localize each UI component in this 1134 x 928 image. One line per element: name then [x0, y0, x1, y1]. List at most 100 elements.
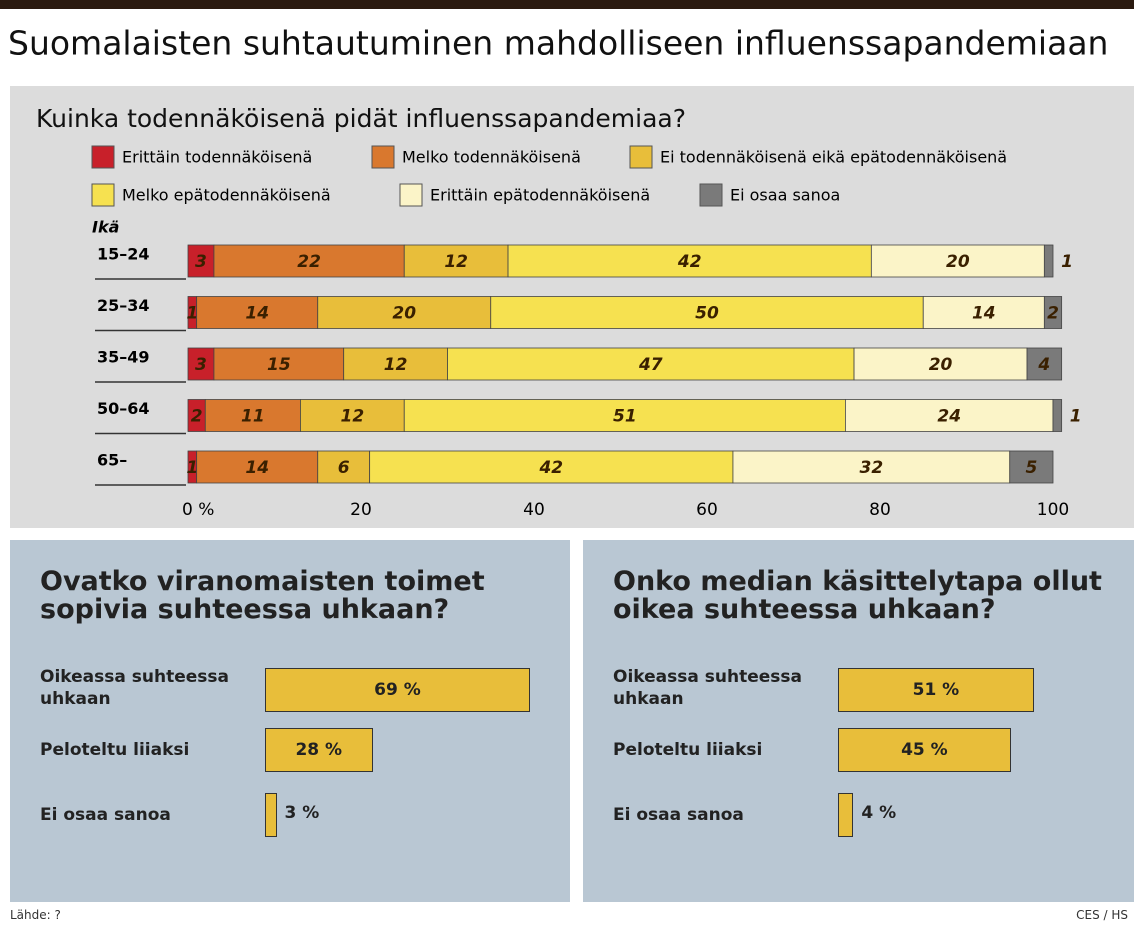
bar-segment: [447, 347, 855, 381]
value-label: 15: [267, 355, 291, 375]
value-label: 14: [972, 304, 996, 324]
x-tick-label: 80: [869, 500, 891, 520]
panel-title: Ovatko viranomaisten toimet sopivia suht…: [40, 566, 485, 625]
bar-segment: [1043, 296, 1063, 329]
x-tick-label: 40: [523, 500, 545, 520]
bar-segment: [507, 244, 872, 278]
bar-segment: [343, 347, 448, 381]
category-label: Oikeassa suhteessa uhkaan: [40, 667, 229, 709]
legend-swatch: [699, 183, 723, 207]
source: Lähde: ?: [10, 908, 61, 922]
chart-title: Kuinka todennäköisenä pidät influenssapa…: [36, 104, 686, 133]
value-label: 3: [195, 252, 207, 272]
bar-segment: [490, 296, 924, 329]
legend-label: Erittäin todennäköisenä: [122, 148, 312, 167]
legend-label: Ei osaa sanoa: [730, 186, 840, 205]
legend-swatch: [629, 145, 653, 169]
value-label: 5: [1025, 458, 1037, 478]
x-tick-label: 60: [696, 500, 718, 520]
value-label: 12: [384, 355, 408, 375]
bar-segment: [213, 347, 345, 381]
category-label: Peloteltu liiaksi: [613, 740, 763, 760]
panel-title: Onko median käsittelytapa ollut oikea su…: [613, 566, 1102, 625]
legend-label: Erittäin epätodennäköisenä: [430, 186, 650, 205]
value-label: 20: [946, 252, 970, 272]
bar-segment: [187, 244, 215, 278]
value-label: 4: [1037, 355, 1050, 375]
value-label: 2: [191, 407, 203, 427]
bar-segment: [1052, 399, 1063, 432]
bar-segment: [403, 244, 509, 278]
bar: [838, 793, 854, 837]
value-label: 32: [860, 458, 884, 478]
category-label: Peloteltu liiaksi: [40, 740, 190, 760]
bar-segment: [204, 399, 301, 432]
value-label: 50: [695, 304, 719, 324]
bar-segment: [369, 450, 734, 484]
legend-swatch: [91, 183, 115, 207]
legend-label: Ei todennäköisenä eikä epätodennäköisenä: [660, 148, 1007, 167]
bar-segment: [317, 450, 371, 484]
panel: Ovatko viranomaisten toimet sopivia suht…: [10, 540, 570, 902]
top-rule: [0, 0, 1134, 9]
bar: [838, 668, 1034, 712]
bar: [838, 728, 1011, 772]
row-label: 65–: [97, 451, 127, 470]
value-label: 4 %: [861, 803, 897, 823]
value-label: 51 %: [912, 680, 960, 700]
value-label: 6: [338, 458, 350, 478]
bar-segment: [870, 244, 1045, 278]
value-label: 42: [677, 252, 702, 272]
bar-segment: [853, 347, 1028, 381]
value-label: 47: [638, 355, 663, 375]
page-title: Suomalaisten suhtautuminen mahdolliseen …: [8, 24, 1108, 63]
row-label: 35–49: [97, 348, 150, 367]
bar: [265, 668, 530, 712]
value-label: 24: [937, 407, 961, 427]
legend-swatch: [399, 183, 423, 207]
value-label: 20: [392, 304, 416, 324]
bar-segment: [1009, 450, 1054, 484]
bar-segment: [196, 296, 319, 329]
credit: CES / HS: [1076, 908, 1128, 922]
bar-segment: [922, 296, 1045, 329]
value-label: 3: [195, 355, 207, 375]
value-label: 42: [538, 458, 563, 478]
panel: Onko median käsittelytapa ollut oikea su…: [583, 540, 1134, 902]
legend-label: Melko todennäköisenä: [402, 148, 581, 167]
value-label: 2: [1047, 304, 1059, 324]
value-label: 51: [613, 407, 637, 427]
value-label: 1: [186, 304, 198, 324]
value-label: 69 %: [374, 680, 421, 700]
bar-segment: [1026, 347, 1063, 381]
x-tick-label: 100: [1037, 500, 1069, 520]
category-label: Ei osaa sanoa: [613, 805, 744, 825]
legend-swatch: [371, 145, 395, 169]
value-label: 1: [1061, 252, 1073, 272]
x-tick-label: 0 %: [182, 500, 214, 520]
value-label: 12: [444, 252, 468, 272]
legend-swatch: [91, 145, 115, 169]
bar-segment: [1043, 244, 1054, 278]
row-label: 15–24: [97, 245, 150, 264]
x-tick-label: 20: [350, 500, 372, 520]
legend-label: Melko epätodennäköisenä: [122, 186, 331, 205]
category-label: Oikeassa suhteessa uhkaan: [613, 667, 802, 709]
value-label: 28 %: [295, 740, 343, 760]
value-label: 14: [245, 458, 269, 478]
bar-segment: [317, 296, 492, 329]
bar-segment: [196, 450, 319, 484]
value-label: 45 %: [901, 740, 948, 760]
bar: [265, 728, 373, 772]
row-label: 50–64: [97, 399, 150, 418]
bar: [265, 793, 277, 837]
value-label: 14: [245, 304, 269, 324]
value-label: 12: [341, 407, 365, 427]
bar-segment: [732, 450, 1011, 484]
value-label: 20: [929, 355, 953, 375]
bar-segment: [187, 347, 215, 381]
value-label: 1: [1070, 407, 1082, 427]
value-label: 22: [297, 252, 321, 272]
